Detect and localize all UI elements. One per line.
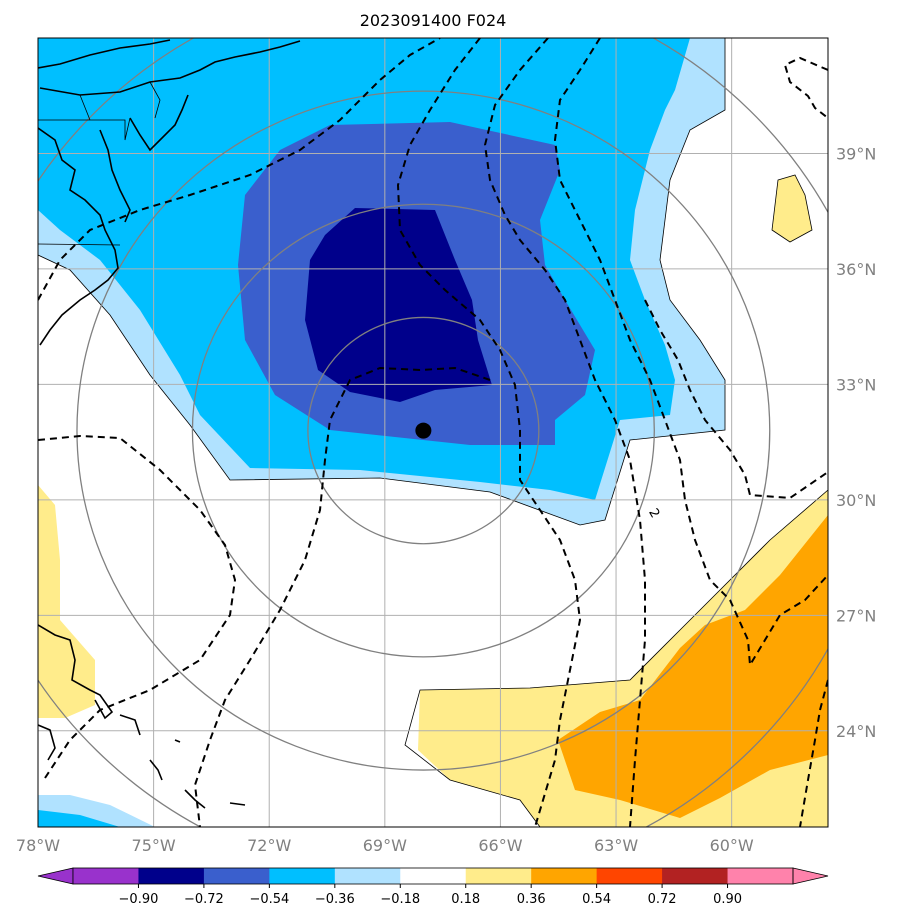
colorbar-tick-label: −0.18 bbox=[380, 892, 420, 907]
colorbar-segment bbox=[465, 868, 532, 884]
colorbar[interactable]: −0.90 −0.72 −0.54 −0.36 −0.18 0.18 0.36 0.54 0.7… bbox=[37, 867, 829, 907]
colorbar-extend-low bbox=[37, 867, 74, 885]
lon-tick-label: 69°W bbox=[363, 836, 407, 855]
anomaly-fill-yellow-west bbox=[38, 485, 95, 718]
longitude-labels: 78°W 75°W 72°W 69°W 66°W 63°W 60°W bbox=[16, 836, 754, 855]
dashed-contour bbox=[396, 38, 582, 827]
lon-tick-label: 75°W bbox=[132, 836, 176, 855]
latitude-labels: 39°N 36°N 33°N 30°N 27°N 24°N bbox=[836, 144, 876, 740]
dashed-contours bbox=[38, 38, 828, 827]
lon-tick-label: 72°W bbox=[247, 836, 291, 855]
dashed-contour bbox=[783, 56, 828, 119]
colorbar-segment bbox=[138, 868, 205, 884]
colorbar-segment bbox=[334, 868, 401, 884]
lon-tick-label: 78°W bbox=[16, 836, 60, 855]
coastline-bahamas bbox=[38, 624, 114, 720]
colorbar-tick-label: 0.36 bbox=[517, 892, 546, 907]
lat-tick-label: 33°N bbox=[836, 375, 876, 394]
coastline-island bbox=[174, 739, 181, 743]
colorbar-tick-label: 0.90 bbox=[713, 892, 742, 907]
lat-tick-label: 30°N bbox=[836, 491, 876, 510]
lat-tick-label: 27°N bbox=[836, 606, 876, 625]
coastline-nova-scotia bbox=[38, 39, 171, 69]
state-border bbox=[149, 81, 161, 119]
colorbar-tick-label: 0.72 bbox=[648, 892, 677, 907]
map-area[interactable]: 2 bbox=[0, 0, 885, 883]
coastline-chesapeake bbox=[99, 129, 131, 223]
lat-lon-grid bbox=[38, 38, 828, 827]
colorbar-frame bbox=[72, 867, 794, 885]
colorbar-segment bbox=[727, 868, 794, 884]
colorbar-segment bbox=[400, 868, 467, 884]
contour-outline-blue bbox=[38, 38, 726, 526]
coastline-island bbox=[229, 802, 246, 806]
dashed-contour bbox=[799, 679, 828, 827]
range-rings bbox=[38, 38, 828, 827]
anomaly-fill-deep-sky-sw bbox=[38, 810, 120, 827]
coastline-island bbox=[119, 714, 141, 736]
coastline-us-east bbox=[38, 127, 119, 346]
colorbar-tick-label: 0.18 bbox=[451, 892, 480, 907]
contour-outline-yellow bbox=[404, 489, 828, 827]
dashed-contour bbox=[38, 38, 441, 301]
contour-outline-yellow-ne bbox=[771, 174, 813, 243]
lon-tick-label: 66°W bbox=[478, 836, 522, 855]
figure-title: 2023091400 F024 bbox=[360, 11, 507, 30]
range-ring bbox=[76, 90, 771, 771]
state-border bbox=[38, 117, 131, 141]
coastline-delaware bbox=[129, 94, 189, 152]
state-borders bbox=[38, 81, 161, 246]
colorbar-segment bbox=[531, 868, 598, 884]
colorbar-segment bbox=[596, 868, 663, 884]
coastlines bbox=[38, 39, 301, 809]
dashed-contour bbox=[193, 366, 491, 827]
colorbar-segment bbox=[73, 868, 139, 884]
range-ring bbox=[307, 316, 540, 545]
lat-tick-label: 24°N bbox=[836, 722, 876, 741]
lon-tick-label: 60°W bbox=[710, 836, 754, 855]
lat-tick-label: 36°N bbox=[836, 260, 876, 279]
colorbar-segment bbox=[269, 868, 336, 884]
storm-center-dot[interactable] bbox=[415, 422, 432, 439]
colorbar-tick-label: −0.72 bbox=[184, 892, 224, 907]
range-ring bbox=[191, 203, 655, 658]
coastline-us-northeast bbox=[39, 40, 301, 96]
colorbar-tick-label: −0.36 bbox=[315, 892, 355, 907]
anomaly-fill-dark-navy bbox=[305, 208, 492, 402]
map-frame bbox=[37, 37, 829, 828]
lat-tick-label: 39°N bbox=[836, 144, 876, 163]
lon-tick-label: 63°W bbox=[594, 836, 638, 855]
state-border bbox=[38, 243, 121, 246]
anomaly-fill-orange-se bbox=[558, 515, 828, 818]
colorbar-segment bbox=[203, 868, 270, 884]
state-border bbox=[79, 94, 91, 121]
anomaly-fill-yellow-ne bbox=[772, 175, 812, 242]
colorbar-tick-label: −0.90 bbox=[119, 892, 159, 907]
coastline-cuba bbox=[38, 724, 56, 761]
coastline-island bbox=[149, 759, 163, 781]
dashed-contour bbox=[644, 299, 828, 500]
coastline-island bbox=[184, 789, 206, 809]
colorbar-segment bbox=[662, 868, 729, 884]
dashed-contour bbox=[483, 38, 646, 827]
dashed-contour bbox=[553, 38, 828, 669]
colorbar-extend-high bbox=[792, 867, 829, 885]
colorbar-tick-label: −0.54 bbox=[249, 892, 289, 907]
colorbar-tick-label: 0.54 bbox=[582, 892, 611, 907]
